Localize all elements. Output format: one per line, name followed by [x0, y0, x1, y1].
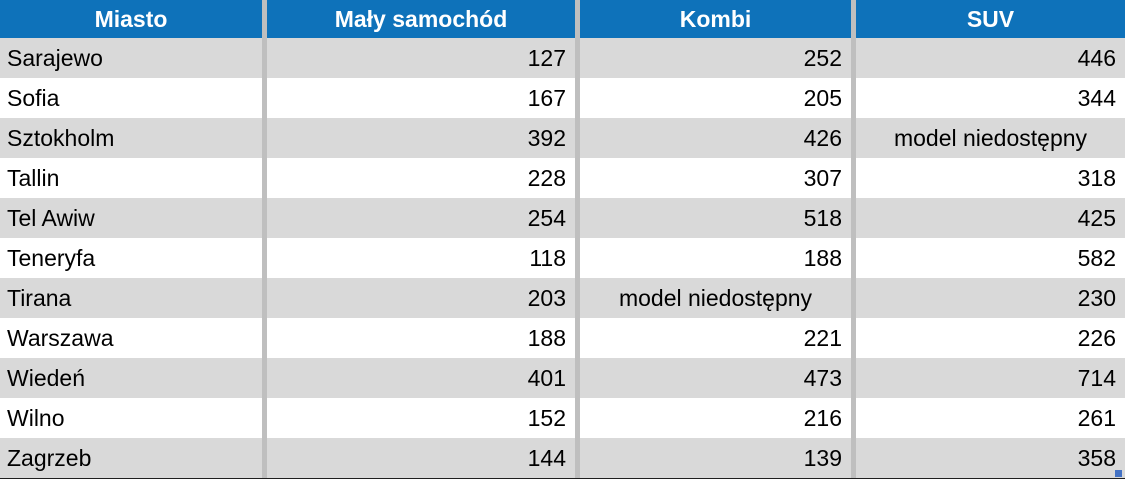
selection-fill-handle-icon[interactable]	[1115, 470, 1122, 477]
column-header-suv[interactable]: SUV	[851, 0, 1125, 38]
value-cell[interactable]: 203	[262, 278, 575, 318]
city-cell[interactable]: Sofia	[0, 78, 262, 118]
value-cell[interactable]: 582	[851, 238, 1125, 278]
value-cell[interactable]: 261	[851, 398, 1125, 438]
model-unavailable-cell[interactable]: model niedostępny	[851, 118, 1125, 158]
value-cell[interactable]: 152	[262, 398, 575, 438]
table-row: Teneryfa 118 188 582	[0, 238, 1125, 278]
value-cell[interactable]: 228	[262, 158, 575, 198]
table-row: Wiedeń 401 473 714	[0, 358, 1125, 398]
value-cell[interactable]: 518	[575, 198, 851, 238]
table-row: Sztokholm 392 426 model niedostępny	[0, 118, 1125, 158]
value-cell[interactable]: 188	[262, 318, 575, 358]
table-row: Zagrzeb 144 139 358	[0, 438, 1125, 478]
model-unavailable-cell[interactable]: model niedostępny	[575, 278, 851, 318]
table-row: Sarajewo 127 252 446	[0, 38, 1125, 78]
value-cell[interactable]: 118	[262, 238, 575, 278]
value-cell[interactable]: 221	[575, 318, 851, 358]
value-cell[interactable]: 446	[851, 38, 1125, 78]
value-cell[interactable]: 226	[851, 318, 1125, 358]
value-cell[interactable]: 230	[851, 278, 1125, 318]
value-cell[interactable]: 252	[575, 38, 851, 78]
table-row: Tel Awiw 254 518 425	[0, 198, 1125, 238]
city-cell[interactable]: Teneryfa	[0, 238, 262, 278]
value-cell[interactable]: 392	[262, 118, 575, 158]
value-cell[interactable]: 307	[575, 158, 851, 198]
city-cell[interactable]: Wilno	[0, 398, 262, 438]
city-cell[interactable]: Sarajewo	[0, 38, 262, 78]
value-cell[interactable]: 318	[851, 158, 1125, 198]
value-cell[interactable]: 401	[262, 358, 575, 398]
value-cell[interactable]: 254	[262, 198, 575, 238]
value-cell[interactable]: 144	[262, 438, 575, 478]
column-header-miasto[interactable]: Miasto	[0, 0, 262, 38]
value-cell[interactable]: 425	[851, 198, 1125, 238]
value-cell[interactable]: 167	[262, 78, 575, 118]
table-row: Sofia 167 205 344	[0, 78, 1125, 118]
value-cell[interactable]: 139	[575, 438, 851, 478]
city-cell[interactable]: Tel Awiw	[0, 198, 262, 238]
table-row: Warszawa 188 221 226	[0, 318, 1125, 358]
value-cell[interactable]: 344	[851, 78, 1125, 118]
city-cell[interactable]: Zagrzeb	[0, 438, 262, 478]
value-cell[interactable]: 426	[575, 118, 851, 158]
value-cell[interactable]: 188	[575, 238, 851, 278]
city-cell[interactable]: Sztokholm	[0, 118, 262, 158]
city-cell[interactable]: Tallin	[0, 158, 262, 198]
value-cell[interactable]: 473	[575, 358, 851, 398]
table-row: Tirana 203 model niedostępny 230	[0, 278, 1125, 318]
value-cell[interactable]: 127	[262, 38, 575, 78]
table-row: Tallin 228 307 318	[0, 158, 1125, 198]
value-cell[interactable]: 216	[575, 398, 851, 438]
column-header-maly-samochod[interactable]: Mały samochód	[262, 0, 575, 38]
table-body: Sarajewo 127 252 446 Sofia 167 205 344 Sztokholm…	[0, 38, 1125, 478]
value-cell[interactable]: 358	[851, 438, 1125, 478]
city-cell[interactable]: Tirana	[0, 278, 262, 318]
city-cell[interactable]: Warszawa	[0, 318, 262, 358]
table-row: Wilno 152 216 261	[0, 398, 1125, 438]
header-row: Miasto Mały samochód Kombi SUV	[0, 0, 1125, 38]
value-cell[interactable]: 205	[575, 78, 851, 118]
city-cell[interactable]: Wiedeń	[0, 358, 262, 398]
value-cell[interactable]: 714	[851, 358, 1125, 398]
column-header-kombi[interactable]: Kombi	[575, 0, 851, 38]
